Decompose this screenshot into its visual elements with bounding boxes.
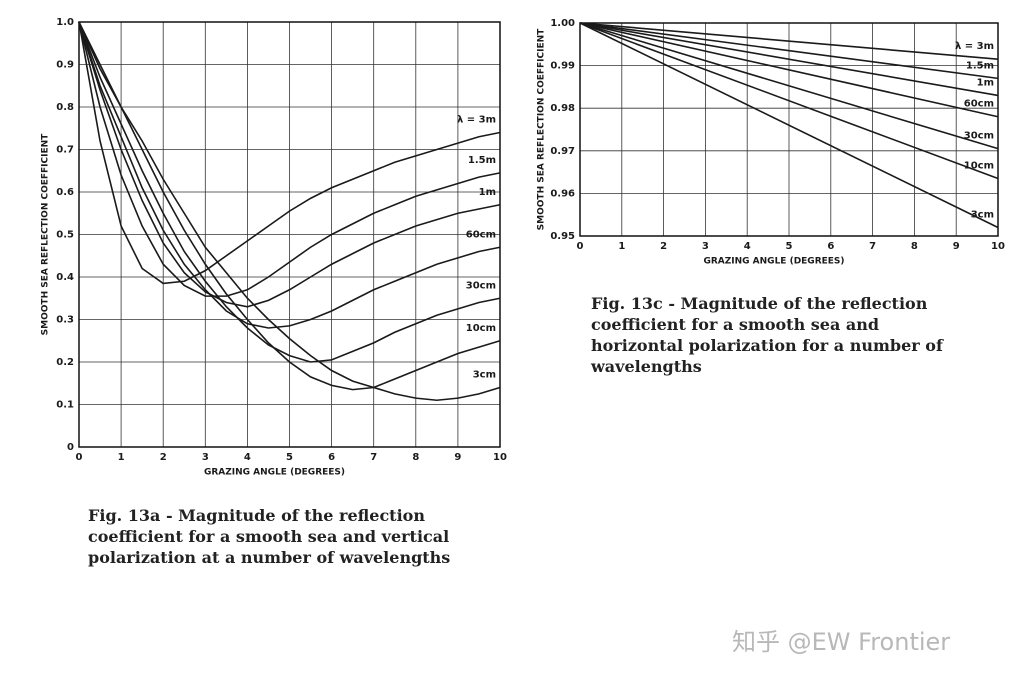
series-line — [579, 22, 999, 229]
series-line — [78, 21, 501, 391]
legend-label: 3cm — [473, 370, 496, 381]
y-axis-label: SMOOTH SEA REFLECTION COEFFICIENT — [537, 28, 547, 230]
series-line — [579, 22, 999, 97]
legend-label: 60cm — [964, 99, 994, 110]
caption: Fig. 13c - Magnitude of the reflection c… — [591, 294, 943, 376]
x-tick-label: 1 — [618, 241, 625, 252]
x-tick-label: 6 — [328, 452, 335, 463]
series-line — [579, 22, 999, 80]
x-tick-label: 3 — [702, 241, 709, 252]
x-tick-label: 3 — [202, 452, 209, 463]
y-tick-label: 0.8 — [56, 102, 74, 113]
series-line — [78, 21, 501, 308]
x-tick-label: 9 — [454, 452, 461, 463]
series-line — [78, 21, 501, 285]
x-tick-label: 6 — [827, 241, 834, 252]
y-tick-label: 1.00 — [550, 18, 575, 29]
y-tick-label: 0.99 — [550, 61, 575, 72]
y-tick-label: 0.97 — [550, 146, 575, 157]
x-tick-label: 7 — [370, 452, 377, 463]
legend-label: 1m — [977, 77, 994, 88]
x-tick-label: 8 — [412, 452, 419, 463]
legend-label: 3cm — [971, 209, 994, 220]
series-line — [78, 21, 501, 363]
y-axis-label: SMOOTH SEA REFLECTION COEFFICIENT — [41, 133, 51, 335]
x-tick-label: 7 — [869, 241, 876, 252]
series-line — [78, 21, 501, 329]
x-tick-label: 10 — [991, 241, 1005, 252]
x-tick-label: 9 — [953, 241, 960, 252]
legend-label: λ = 3m — [955, 41, 994, 52]
y-tick-label: 1.0 — [56, 17, 74, 28]
watermark: 知乎 @EW Frontier — [732, 628, 951, 656]
y-tick-label: 0.9 — [56, 60, 74, 71]
y-tick-label: 0.2 — [56, 357, 74, 368]
legend-label: 30cm — [964, 131, 994, 142]
y-tick-label: 0.7 — [56, 145, 74, 156]
x-tick-label: 2 — [160, 452, 167, 463]
legend-label: 30cm — [466, 280, 496, 291]
y-tick-label: 0.1 — [56, 400, 74, 411]
y-tick-label: 0.4 — [56, 272, 74, 283]
legend-label: 10cm — [466, 323, 496, 334]
x-tick-label: 4 — [744, 241, 751, 252]
x-axis-label: GRAZING ANGLE (DEGREES) — [204, 468, 345, 478]
x-tick-label: 1 — [118, 452, 125, 463]
y-tick-label: 0.95 — [550, 231, 575, 242]
y-tick-label: 0 — [67, 442, 74, 453]
y-tick-label: 0.96 — [550, 188, 575, 199]
x-tick-label: 4 — [244, 452, 251, 463]
legend-label: λ = 3m — [457, 115, 496, 126]
y-tick-label: 0.3 — [56, 315, 74, 326]
y-tick-label: 0.98 — [550, 103, 575, 114]
x-tick-label: 10 — [493, 452, 507, 463]
series-line — [78, 21, 501, 297]
x-axis-label: GRAZING ANGLE (DEGREES) — [703, 257, 844, 267]
series-line — [78, 21, 501, 402]
x-tick-label: 0 — [577, 241, 584, 252]
y-tick-label: 0.6 — [56, 187, 74, 198]
plot-frame — [579, 22, 999, 237]
x-tick-label: 8 — [911, 241, 918, 252]
x-tick-label: 5 — [286, 452, 293, 463]
legend-label: 1m — [479, 187, 496, 198]
legend-label: 1.5m — [966, 60, 994, 71]
legend-label: 60cm — [466, 229, 496, 240]
x-tick-label: 5 — [786, 241, 793, 252]
legend-label: 1.5m — [468, 155, 496, 166]
x-tick-label: 0 — [76, 452, 83, 463]
x-tick-label: 2 — [660, 241, 667, 252]
series-line — [579, 22, 999, 150]
caption: Fig. 13a - Magnitude of the reflection c… — [88, 506, 451, 567]
series-line — [579, 22, 999, 61]
y-tick-label: 0.5 — [56, 230, 74, 241]
plot-frame — [78, 21, 501, 448]
series-line — [579, 22, 999, 118]
series-line — [579, 22, 999, 180]
legend-label: 10cm — [964, 160, 994, 171]
